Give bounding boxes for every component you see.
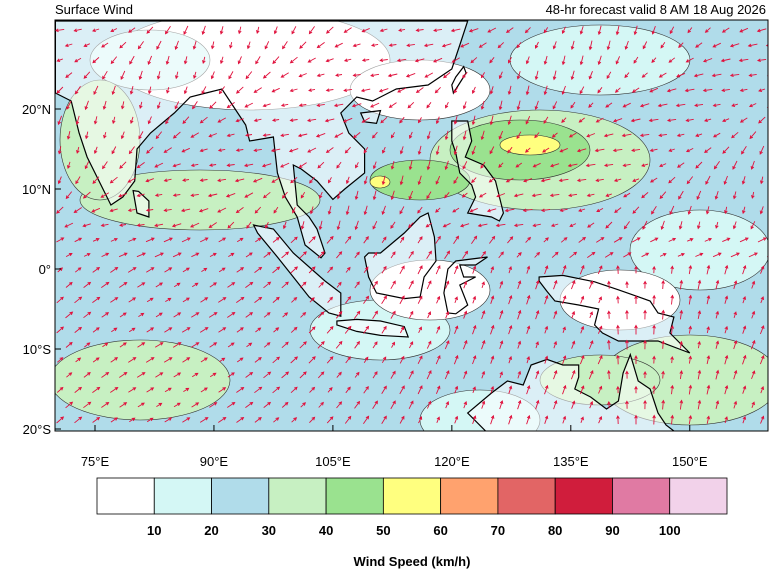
colorbar-tick-label: 10 [147, 523, 161, 538]
wind-region [370, 176, 390, 188]
y-tick-label: 20°N [22, 102, 51, 117]
colorbar-tick-label: 30 [262, 523, 276, 538]
x-tick-label: 150°E [672, 454, 708, 469]
colorbar-tick-label: 100 [659, 523, 681, 538]
colorbar-tick-label: 70 [491, 523, 505, 538]
colorbar-box [154, 478, 211, 514]
colorbar-box [555, 478, 612, 514]
colorbar-box [269, 478, 326, 514]
colorbar-box [670, 478, 727, 514]
subtitle: 48-hr forecast valid 8 AM 18 Aug 2026 [546, 2, 766, 17]
x-tick-label: 75°E [81, 454, 110, 469]
y-tick-label: 20°S [23, 422, 52, 437]
colorbar-box [326, 478, 383, 514]
colorbar-box [212, 478, 269, 514]
wind-region [50, 340, 230, 420]
colorbar-box [612, 478, 669, 514]
colorbar: 10 20 30 40 50 60 70 80 90 100 [97, 478, 727, 538]
x-tick-label: 90°E [200, 454, 229, 469]
colorbar-tick-label: 20 [204, 523, 218, 538]
y-tick-label: 10°N [22, 182, 51, 197]
colorbar-tick-label: 80 [548, 523, 562, 538]
x-tick-label: 120°E [434, 454, 470, 469]
x-tick-label: 105°E [315, 454, 351, 469]
colorbar-box [383, 478, 440, 514]
colorbar-box [441, 478, 498, 514]
colorbar-box [97, 478, 154, 514]
colorbar-tick-label: 60 [433, 523, 447, 538]
map [50, 10, 769, 450]
x-tick-label: 135°E [553, 454, 589, 469]
y-tick-label: 10°S [23, 342, 52, 357]
colorbar-tick-label: 50 [376, 523, 390, 538]
title: Surface Wind [55, 2, 133, 17]
y-tick-label: 0° [39, 262, 51, 277]
colorbar-box [498, 478, 555, 514]
colorbar-tick-label: 40 [319, 523, 333, 538]
colorbar-tick-label: 90 [605, 523, 619, 538]
colorbar-label: Wind Speed (km/h) [354, 554, 471, 569]
